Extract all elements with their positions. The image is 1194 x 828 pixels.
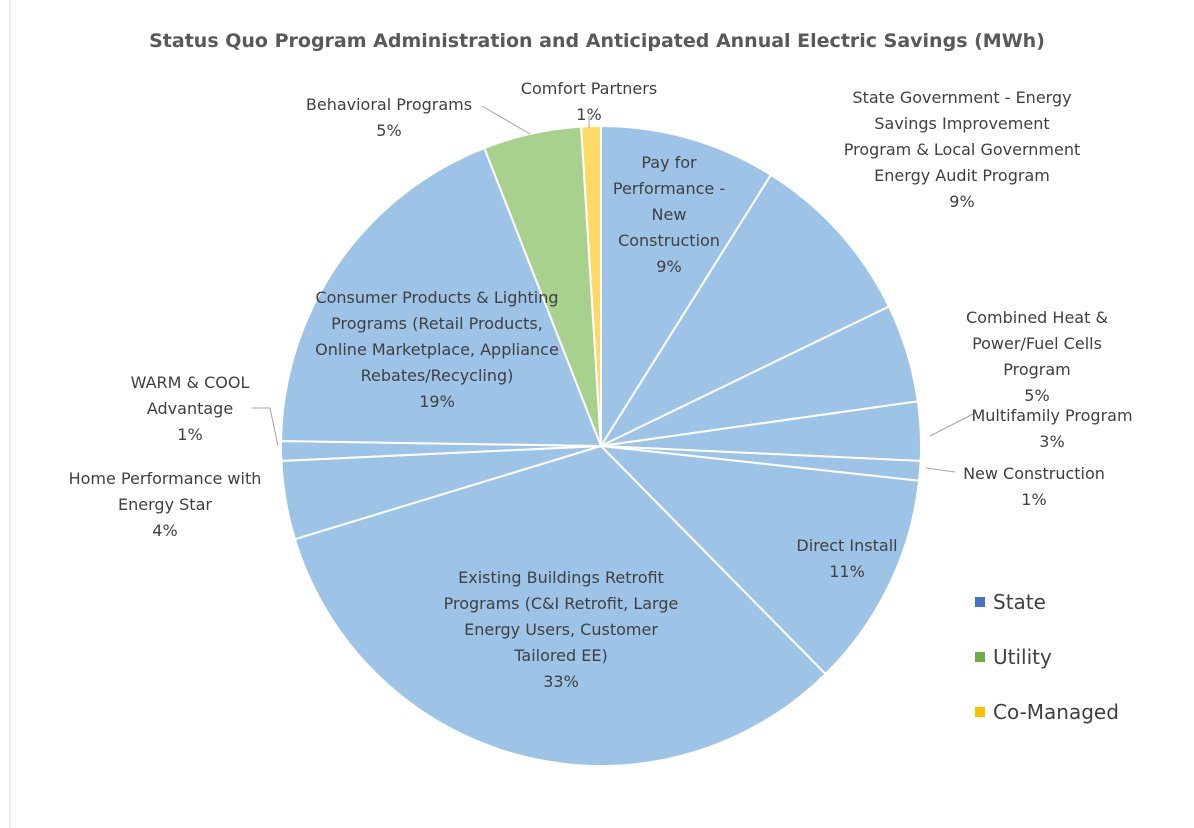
- slice-label: Comfort Partners 1%: [489, 76, 689, 128]
- value-label: 1%: [1021, 490, 1047, 509]
- slice: [600, 124, 773, 450]
- legend-swatch: [975, 597, 985, 607]
- value-label: 4%: [152, 521, 178, 540]
- legend-swatch: [975, 652, 985, 662]
- slice-label: State Government - Energy Savings Improv…: [842, 85, 1082, 215]
- category-label: Consumer Products & Lighting Programs (R…: [315, 288, 559, 385]
- slice-label: Pay for Performance - New Construction 9%: [609, 150, 729, 280]
- slice-label: WARM & COOL Advantage 1%: [110, 370, 270, 448]
- slice-label: Direct Install 11%: [772, 533, 922, 585]
- category-label: Combined Heat & Power/Fuel Cells Program: [966, 308, 1108, 379]
- value-label: 3%: [1039, 432, 1065, 451]
- value-label: 5%: [376, 121, 402, 140]
- category-label: Multifamily Program: [971, 406, 1133, 425]
- legend-label: Utility: [993, 645, 1052, 669]
- legend-swatch: [975, 707, 985, 717]
- slice-label: Behavioral Programs 5%: [289, 92, 489, 144]
- legend-item: Utility: [975, 645, 1052, 669]
- legend-label: State: [993, 590, 1046, 614]
- slice-label: Existing Buildings Retrofit Programs (C&…: [441, 565, 681, 695]
- category-label: New Construction: [963, 464, 1105, 483]
- slice-label: New Construction 1%: [944, 461, 1124, 513]
- value-label: 11%: [829, 562, 865, 581]
- category-label: Existing Buildings Retrofit Programs (C&…: [443, 568, 679, 665]
- slice: [580, 124, 602, 447]
- category-label: Behavioral Programs: [305, 95, 473, 114]
- value-label: 9%: [656, 257, 682, 276]
- slice-label: Home Performance with Energy Star 4%: [45, 466, 285, 544]
- category-label: State Government - Energy Savings Improv…: [843, 88, 1081, 185]
- category-label: Home Performance with Energy Star: [68, 469, 262, 514]
- leader-lines: [252, 105, 976, 473]
- value-label: 5%: [1024, 386, 1050, 405]
- category-label: Pay for Performance - New Construction: [612, 153, 726, 250]
- slice-label: Multifamily Program 3%: [957, 403, 1147, 455]
- slice: [280, 146, 603, 448]
- slice: [598, 173, 891, 449]
- category-label: Direct Install: [796, 536, 898, 555]
- value-label: 9%: [949, 192, 975, 211]
- value-label: 1%: [576, 105, 602, 124]
- slice: [293, 444, 827, 767]
- legend-item: State: [975, 590, 1046, 614]
- slice-label: Combined Heat & Power/Fuel Cells Program…: [947, 305, 1127, 409]
- chart-title: Status Quo Program Administration and An…: [149, 30, 1045, 52]
- slice-label: Consumer Products & Lighting Programs (R…: [312, 285, 562, 415]
- legend-item: Co-Managed: [975, 700, 1119, 724]
- category-label: WARM & COOL Advantage: [130, 373, 250, 418]
- legend-label: Co-Managed: [993, 700, 1119, 724]
- value-label: 19%: [419, 392, 455, 411]
- value-label: 33%: [543, 672, 579, 691]
- value-label: 1%: [177, 425, 203, 444]
- category-label: Comfort Partners: [520, 79, 658, 98]
- slice: [598, 444, 921, 676]
